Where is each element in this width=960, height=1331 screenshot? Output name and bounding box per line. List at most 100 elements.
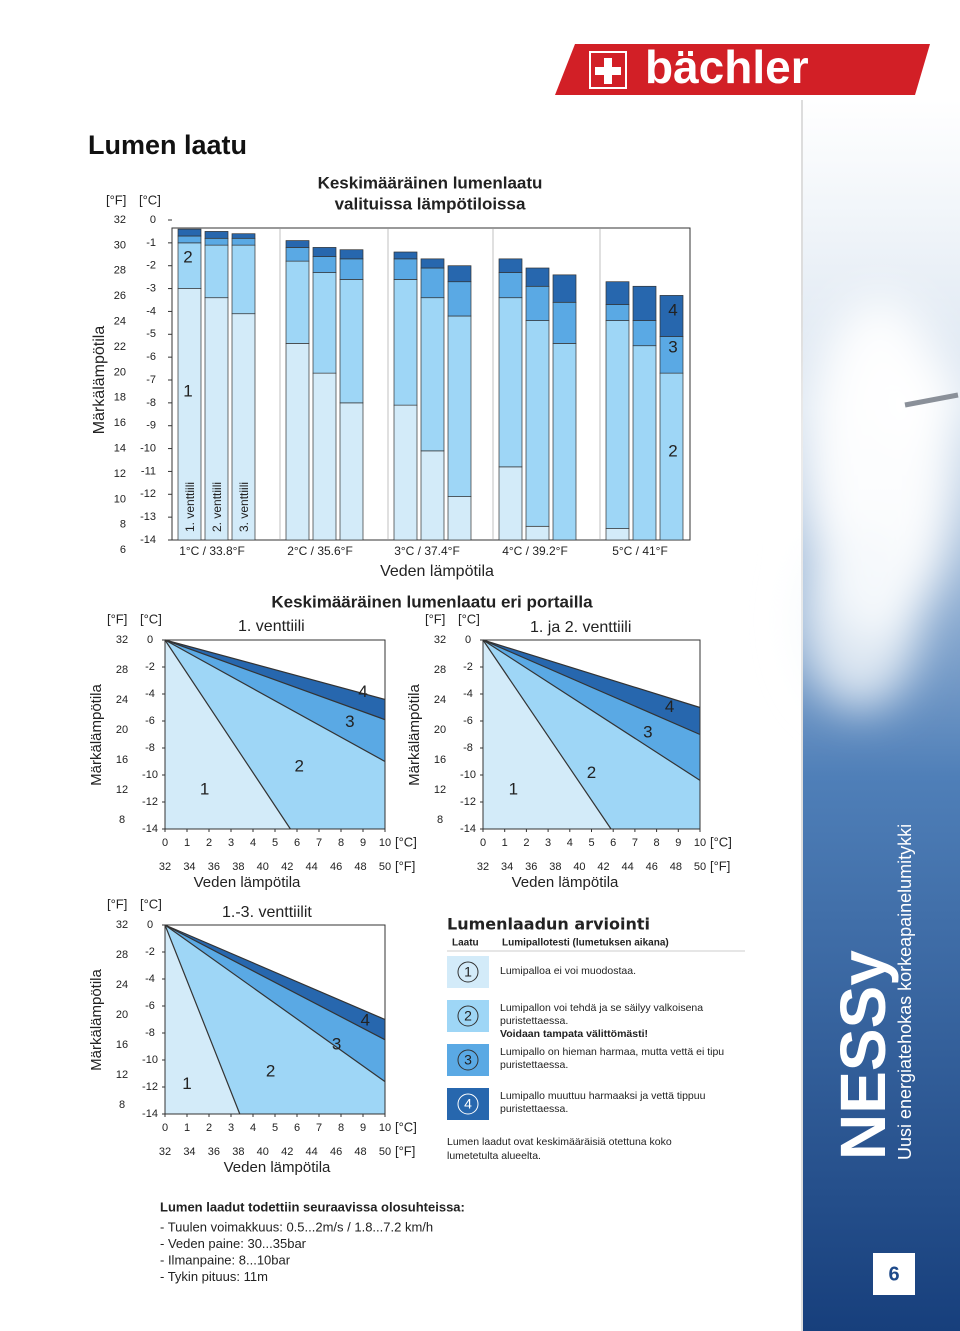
quality-text: Lumipallo muuttuu harmaaksi ja vettä tip…: [500, 1090, 706, 1102]
x-tick-label: 36: [208, 1146, 220, 1158]
page-number-box: [873, 1253, 915, 1295]
x-tick-label: 32: [159, 861, 171, 873]
quality-label: 3: [668, 337, 677, 356]
quality-region: [165, 925, 385, 1114]
bar-segment: [447, 315, 472, 497]
quality-badge: [457, 961, 479, 983]
y-tick-label: 10: [114, 493, 126, 505]
x-tick-label: 32: [159, 1146, 171, 1158]
y-tick-label: 20: [114, 366, 126, 378]
quality-number: 4: [464, 1096, 472, 1112]
quality-label: 1: [200, 779, 209, 798]
quality-text: Lumipallon voi tehdä ja se säilyy valkoi…: [500, 1002, 703, 1014]
bar-segment: [231, 233, 256, 239]
y-tick-label: -14: [142, 1108, 158, 1120]
bar-segment: [498, 258, 523, 273]
bar-segment: [605, 304, 630, 321]
quality-label: 2: [183, 247, 192, 266]
quality-number: 1: [464, 964, 472, 980]
quality-label: 4: [358, 682, 367, 701]
x-tick-label: 46: [330, 1146, 342, 1158]
quality-text: Lumipallo on hieman harmaa, mutta vettä …: [500, 1046, 724, 1058]
y-tick-label: 16: [114, 417, 126, 429]
y-tick-label: 26: [114, 290, 126, 302]
x-tick-label: 7: [316, 1122, 322, 1134]
unit-label: [°F]: [395, 1143, 415, 1158]
group-label: 2°C / 35.6°F: [287, 544, 353, 558]
bar-segment: [447, 265, 472, 283]
y-tick-label: 16: [116, 754, 128, 766]
y-tick-label: -12: [460, 796, 476, 808]
bar-segment: [420, 258, 445, 269]
quality-label: 4: [360, 1010, 369, 1029]
unit-label: [°F]: [395, 858, 415, 873]
x-tick-label: 3: [228, 1122, 234, 1134]
x-tick-label: 34: [183, 1146, 195, 1158]
y-tick-label: 8: [119, 814, 125, 826]
x-tick-label: 8: [338, 1122, 344, 1134]
chart-title: 1. ja 2. venttiili: [530, 619, 631, 636]
y-tick-label: 6: [120, 544, 126, 556]
boundary-line: [482, 639, 612, 830]
y-tick-label: -6: [463, 715, 473, 727]
y-tick-label: 24: [434, 694, 446, 706]
x-tick-label: 6: [610, 837, 616, 849]
bar-segment: [393, 251, 418, 260]
y-tick-label: -4: [146, 305, 156, 317]
y-tick-label: 8: [120, 519, 126, 531]
chart-title: 1. venttiili: [238, 618, 305, 635]
y-tick-label: 32: [116, 634, 128, 646]
bar-segment: [285, 240, 310, 248]
unit-label: [°F]: [425, 611, 445, 626]
bar-segment: [285, 343, 310, 541]
quality-number: 2: [464, 1008, 472, 1024]
boundary-line: [164, 924, 386, 1083]
quality-label: 3: [643, 723, 652, 742]
bar-segment: [525, 320, 550, 527]
y-tick-label: 24: [116, 979, 128, 991]
page-title: Lumen laatu: [88, 130, 247, 160]
y-tick-label: 0: [150, 214, 156, 226]
x-tick-label: 9: [675, 837, 681, 849]
y-tick-label: -8: [463, 742, 473, 754]
x-tick-label: 1: [184, 1122, 190, 1134]
conditions-item: - Tuulen voimakkuus: 0.5...2m/s / 1.8...…: [160, 1219, 433, 1234]
bar-segment: [605, 528, 630, 541]
unit-label: [°F]: [106, 192, 126, 207]
bar-segment: [204, 237, 229, 246]
conditions-item: - Veden paine: 30...35bar: [160, 1236, 307, 1251]
x-tick-label: 40: [257, 861, 269, 873]
x-tick-label: 5: [272, 837, 278, 849]
x-tick-label: 6: [294, 1122, 300, 1134]
x-tick-label: 6: [294, 837, 300, 849]
group-label: 5°C / 41°F: [612, 544, 668, 558]
y-tick-label: -6: [145, 715, 155, 727]
unit-label: [°C]: [395, 834, 417, 849]
y-tick-label: 12: [434, 784, 446, 796]
bar-segment: [632, 345, 657, 541]
x-tick-label: 50: [379, 1146, 391, 1158]
x-tick-label: 3: [228, 837, 234, 849]
quality-region: [483, 640, 700, 829]
boundary-line: [164, 639, 386, 763]
x-tick-label: 0: [162, 1122, 168, 1134]
x-tick-label: 38: [232, 1146, 244, 1158]
y-tick-label: -14: [140, 534, 156, 546]
x-tick-label: 44: [622, 861, 634, 873]
valve-label: 2. venttiili: [210, 482, 224, 532]
unit-label: [°C]: [140, 611, 162, 626]
y-tick-label: -10: [140, 442, 156, 454]
y-tick-label: -14: [460, 823, 476, 835]
valve-label: 3. venttiili: [237, 482, 251, 532]
x-tick-label: 0: [162, 837, 168, 849]
conditions-item: - Ilmanpaine: 8...10bar: [160, 1252, 291, 1267]
x-tick-label: 36: [208, 861, 220, 873]
nozzle: [904, 392, 959, 408]
quality-text: Lumipalloa ei voi muodostaa.: [500, 965, 636, 977]
group-label: 1°C / 33.8°F: [179, 544, 245, 558]
bar-segment: [525, 267, 550, 287]
x-tick-label: 10: [694, 837, 706, 849]
bar-segment: [552, 301, 577, 344]
y-tick-label: -10: [460, 769, 476, 781]
